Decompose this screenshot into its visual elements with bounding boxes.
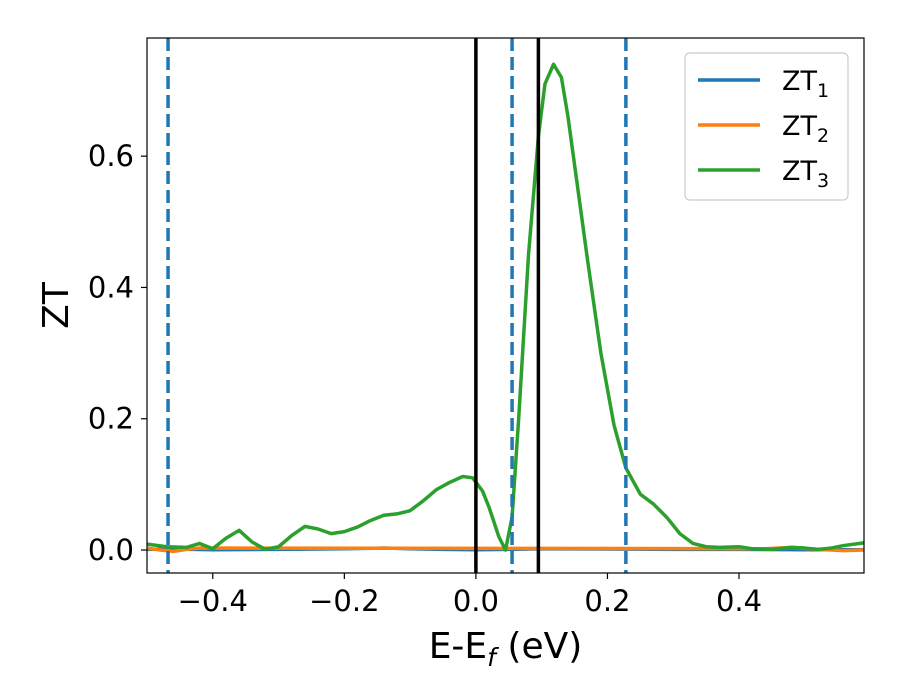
legend-box: [684, 52, 849, 201]
legend-label-main-3: ZT: [782, 156, 817, 187]
x-tick-label-4: 0.4: [716, 584, 762, 618]
y-tick-label-3: 0.6: [88, 139, 134, 173]
legend-label-sub-3: 3: [817, 170, 829, 192]
x-axis-label: E-Ef (eV): [429, 626, 583, 672]
x-tick-label-0: −0.4: [178, 584, 248, 618]
legend-label-main-1: ZT: [782, 66, 817, 97]
x-tick-label-2: 0.0: [453, 584, 499, 618]
y-axis-label: ZT: [36, 281, 77, 329]
y-tick-label-2: 0.4: [88, 270, 134, 304]
axes: −0.4 −0.2 0.0 0.2 0.4 0.0 0.2 0.4 0.6 E-Ef (eV) ZT: [36, 37, 865, 672]
x-axis-label-suffix: (eV): [496, 626, 582, 667]
x-tick-label-1: −0.2: [309, 584, 379, 618]
plot-area: [147, 38, 864, 573]
legend-label-main-2: ZT: [782, 111, 817, 142]
x-axis-label-main: E-E: [429, 626, 487, 667]
legend-label-2: ZT2: [782, 111, 829, 147]
legend-label-3: ZT3: [782, 156, 829, 192]
legend-label-sub-1: 1: [817, 80, 829, 102]
series-line-zt-3: [147, 62, 864, 552]
y-tick-label-0: 0.0: [88, 533, 134, 567]
plot-inner: [147, 38, 864, 573]
x-tick-label-3: 0.2: [584, 584, 630, 618]
legend-label-1: ZT1: [782, 66, 829, 102]
series-line-zt-2: [147, 545, 864, 554]
y-tick-label-1: 0.2: [88, 402, 134, 436]
legend-label-sub-2: 2: [817, 125, 829, 147]
axes-frame: [146, 37, 865, 574]
